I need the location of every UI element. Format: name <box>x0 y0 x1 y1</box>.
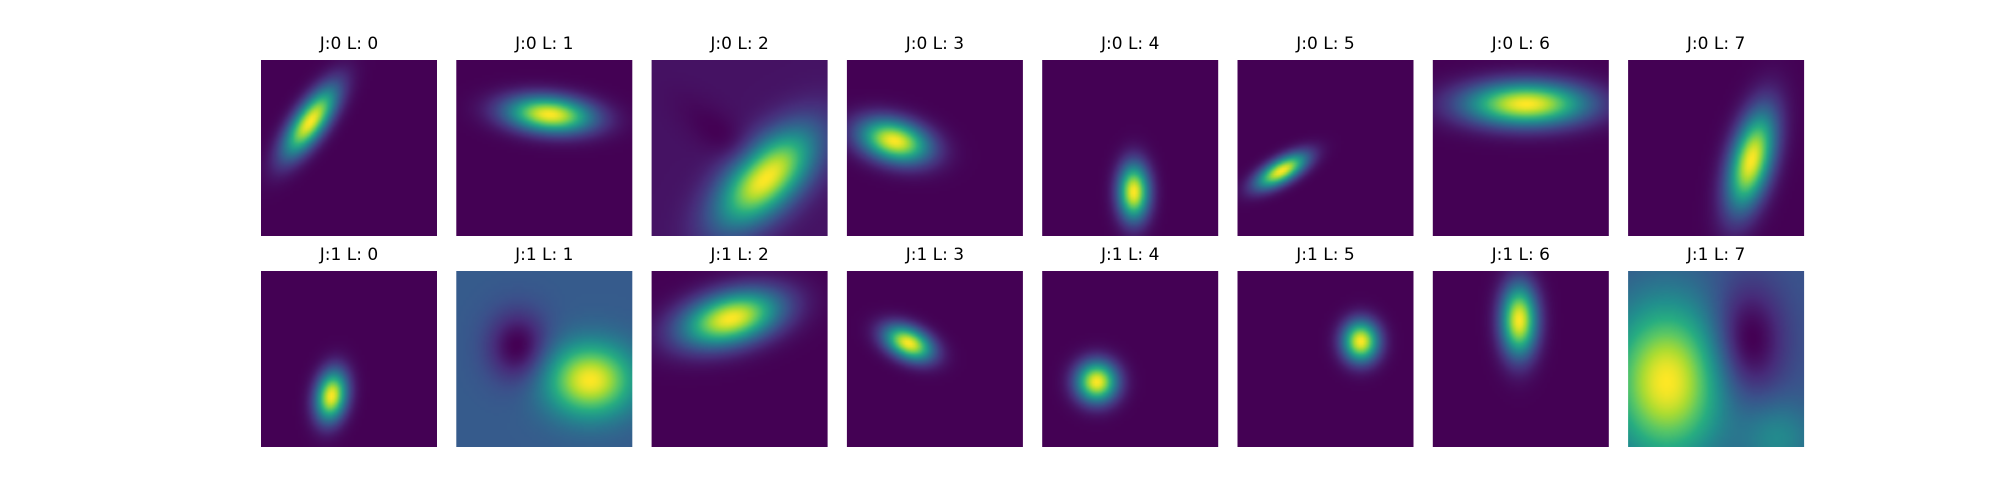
panel-title: J:1 L: 4 <box>1100 245 1159 265</box>
heatmap-panel: J:1 L: 2 <box>651 245 828 447</box>
heatmap-image <box>1628 271 1805 447</box>
panel-title: J:0 L: 6 <box>1491 34 1550 54</box>
panel-title: J:0 L: 1 <box>514 34 573 54</box>
panel-title: J:1 L: 7 <box>1686 245 1745 265</box>
panel-title: J:0 L: 0 <box>319 34 378 54</box>
heatmap-image <box>261 60 437 236</box>
heatmap-image <box>261 271 437 447</box>
heatmap-panel: J:1 L: 0 <box>261 245 437 447</box>
heatmap-image <box>1237 271 1414 447</box>
heatmap-image <box>456 60 633 236</box>
heatmap-panel: J:0 L: 0 <box>261 34 437 236</box>
heatmap-image <box>1432 271 1609 447</box>
heatmap-image <box>1432 60 1609 236</box>
panel-title: J:0 L: 4 <box>1100 34 1159 54</box>
heatmap-image <box>651 60 828 236</box>
heatmap-panel: J:0 L: 6 <box>1432 34 1609 236</box>
heatmap-panel: J:1 L: 7 <box>1628 245 1805 447</box>
panel-title: J:1 L: 1 <box>514 245 573 265</box>
panel-title: J:0 L: 5 <box>1295 34 1354 54</box>
panel-title: J:0 L: 2 <box>709 34 768 54</box>
heatmap-panel: J:0 L: 7 <box>1628 34 1805 236</box>
heatmap-image <box>456 271 633 447</box>
heatmap-image <box>846 60 1023 236</box>
heatmap-panel: J:0 L: 4 <box>1042 34 1219 236</box>
panel-title: J:1 L: 5 <box>1295 245 1354 265</box>
heatmap-panel: J:1 L: 4 <box>1042 245 1219 447</box>
heatmap-image <box>1042 271 1219 447</box>
panel-title: J:0 L: 7 <box>1686 34 1745 54</box>
panel-title: J:1 L: 2 <box>709 245 768 265</box>
heatmap-panel: J:0 L: 5 <box>1237 34 1414 236</box>
panel-title: J:1 L: 3 <box>905 245 964 265</box>
heatmap-panel: J:0 L: 3 <box>846 34 1023 236</box>
heatmap-image <box>1042 60 1219 236</box>
heatmap-image <box>846 271 1023 447</box>
panel-grid: J:0 L: 0 J:0 L: 1 J:0 L: 2 J:0 L: 3 J:0 L: 4… <box>261 34 1805 447</box>
heatmap-image <box>1237 60 1414 236</box>
heatmap-panel: J:1 L: 5 <box>1237 245 1414 447</box>
heatmap-panel: J:1 L: 3 <box>846 245 1023 447</box>
heatmap-panel: J:1 L: 1 <box>456 245 633 447</box>
panel-title: J:1 L: 6 <box>1491 245 1550 265</box>
panel-title: J:0 L: 3 <box>905 34 964 54</box>
heatmap-panel: J:0 L: 1 <box>456 34 633 236</box>
panel-title: J:1 L: 0 <box>319 245 378 265</box>
heatmap-panel: J:1 L: 6 <box>1432 245 1609 447</box>
heatmap-image <box>1628 60 1805 236</box>
heatmap-panel: J:0 L: 2 <box>651 34 828 236</box>
heatmap-image <box>651 271 828 447</box>
